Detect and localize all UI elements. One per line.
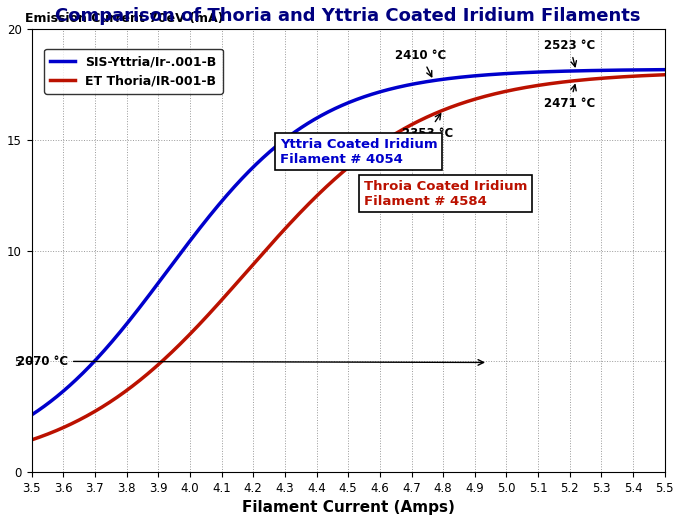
Text: 2140 °C: 2140 °C [0,521,1,522]
Text: 2070 °C: 2070 °C [17,355,484,368]
Text: 2523 °C: 2523 °C [544,39,595,67]
Text: 2132 °C: 2132 °C [0,521,1,522]
Text: 2106 °C: 2106 °C [0,521,1,522]
Legend: SIS-Yttria/Ir-.001-B, ET Thoria/IR-001-B: SIS-Yttria/Ir-.001-B, ET Thoria/IR-001-B [44,49,223,93]
Title: Comparison of Thoria and Yttria Coated Iridium Filaments: Comparison of Thoria and Yttria Coated I… [55,7,641,25]
Text: 2165 °C: 2165 °C [0,521,1,522]
X-axis label: Filament Current (Amps): Filament Current (Amps) [242,500,455,515]
Text: 2210 °C: 2210 °C [0,521,1,522]
Text: 2276 °C: 2276 °C [0,521,1,522]
Text: 2175 °C: 2175 °C [0,521,1,522]
Text: 2471 °C: 2471 °C [544,85,595,110]
Text: 2196 °C: 2196 °C [0,521,1,522]
Text: 2175 °C: 2175 °C [0,521,1,522]
Text: Emission Current 70eV (mA): Emission Current 70eV (mA) [25,12,224,25]
Text: Throia Coated Iridium
Filament # 4584: Throia Coated Iridium Filament # 4584 [364,180,527,208]
Text: 2089 °C: 2089 °C [0,521,1,522]
Text: 2410 °C: 2410 °C [396,49,447,77]
Text: 2353 °C: 2353 °C [402,114,453,140]
Text: Yttria Coated Iridium
Filament # 4054: Yttria Coated Iridium Filament # 4054 [280,138,438,165]
